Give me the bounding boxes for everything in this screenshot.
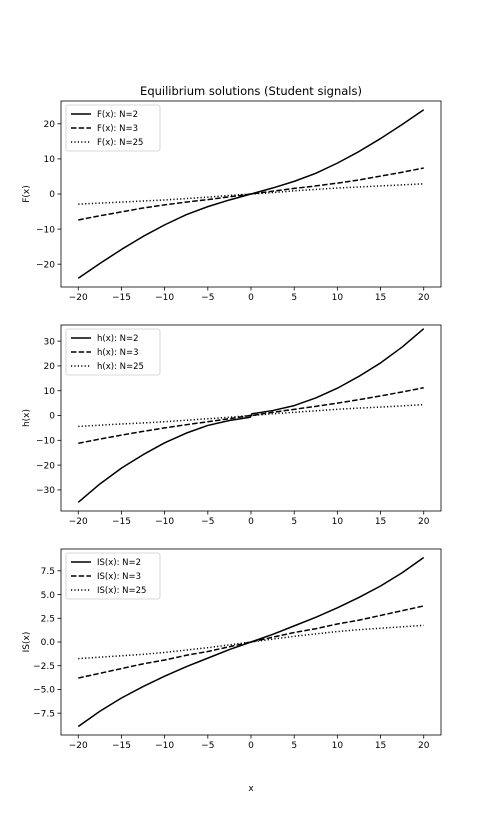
y-axis-label-1: F(x)	[22, 185, 32, 203]
x-tick-label-2-2: −15	[112, 517, 131, 527]
series-line-2-1	[77, 328, 425, 503]
x-tick-label-2-1: −20	[69, 517, 88, 527]
x-tick-label-1-4: −5	[201, 293, 214, 303]
x-tick-label-2-8: 15	[375, 517, 386, 527]
x-tick-label-1-8: 15	[375, 293, 386, 303]
legend-box-2	[65, 328, 161, 376]
y-tick-label-2-3: −10	[36, 437, 55, 447]
subplot-2: −20 −15 −10 −5 0 5 10 15 20 −30 −20 −10 0 10 20 30 h(x) h…	[22, 324, 442, 527]
x-tick-label-2-9: 20	[418, 517, 430, 527]
legend-label-3-1: IS(x): N=2	[97, 558, 141, 568]
x-tick-label-3-5: 0	[248, 741, 254, 751]
x-tick-label-2-5: 0	[248, 517, 254, 527]
legend-1: F(x): N=2 F(x): N=3 F(x): N=25	[65, 104, 161, 152]
x-tick-label-3-3: −10	[155, 741, 174, 751]
x-tick-label-1-5: 0	[248, 293, 254, 303]
y-axis-label-3: IS(x)	[22, 632, 32, 653]
series-line-2-2	[78, 387, 424, 445]
x-tick-label-1-6: 5	[291, 293, 297, 303]
legend-box-3	[65, 552, 161, 600]
legend-label-1-1: F(x): N=2	[97, 110, 138, 120]
series-line-1-2	[78, 167, 424, 221]
x-tick-label-3-2: −15	[112, 741, 131, 751]
y-tick-label-3-2: −5.0	[33, 686, 55, 696]
series-line-3-3	[78, 624, 424, 660]
x-tick-label-1-9: 20	[418, 293, 430, 303]
series-line-3-2	[78, 605, 424, 679]
y-tick-label-1-5: 20	[44, 120, 56, 130]
y-tick-label-3-5: 2.5	[41, 614, 55, 624]
y-tick-label-1-3: 0	[49, 190, 55, 200]
figure-title: Equilibrium solutions (Student signals)	[140, 84, 362, 98]
legend-label-1-2: F(x): N=3	[97, 124, 138, 134]
y-tick-label-2-2: −20	[36, 461, 55, 471]
y-tick-label-2-1: −30	[36, 486, 55, 496]
x-tick-label-2-6: 5	[291, 517, 297, 527]
x-tick-label-3-9: 20	[418, 741, 430, 751]
series-line-2-3	[78, 403, 424, 428]
subplot-1: −20 −15 −10 −5 0 5 10 15 20 −20 −10 0 10 20 F(x) F(x): …	[22, 100, 442, 303]
x-axis-label: x	[248, 784, 254, 794]
y-tick-label-1-2: −10	[36, 225, 55, 235]
y-tick-label-3-1: −7.5	[33, 709, 55, 719]
y-axis-label-2: h(x)	[22, 409, 32, 427]
legend-3: IS(x): N=2 IS(x): N=3 IS(x): N=25	[65, 552, 161, 600]
x-tick-label-3-7: 10	[332, 741, 344, 751]
x-tick-label-1-1: −20	[69, 293, 88, 303]
y-tick-label-3-3: −2.5	[33, 662, 55, 672]
legend-label-3-2: IS(x): N=3	[97, 572, 141, 582]
x-tick-label-3-6: 5	[291, 741, 297, 751]
x-tick-label-1-3: −10	[155, 293, 174, 303]
legend-label-3-3: IS(x): N=25	[97, 586, 146, 596]
subplots: −20 −15 −10 −5 0 5 10 15 20 −20 −10 0 10 20 F(x) F(x): …	[22, 100, 442, 751]
y-tick-label-2-4: 0	[49, 412, 55, 422]
y-tick-label-3-4: 0.0	[41, 638, 56, 648]
x-tick-label-2-4: −5	[201, 517, 214, 527]
legend-label-1-3: F(x): N=25	[97, 138, 143, 148]
y-tick-label-2-6: 20	[44, 362, 56, 372]
x-tick-label-3-1: −20	[69, 741, 88, 751]
legend-box-1	[65, 104, 161, 152]
x-tick-label-3-4: −5	[201, 741, 214, 751]
y-tick-label-2-7: 30	[44, 337, 56, 347]
y-tick-label-3-6: 5.0	[41, 591, 56, 601]
legend-label-2-1: h(x): N=2	[97, 334, 139, 344]
legend-label-2-2: h(x): N=3	[97, 348, 139, 358]
y-tick-label-2-5: 10	[44, 387, 56, 397]
x-tick-label-2-3: −10	[155, 517, 174, 527]
y-tick-label-3-7: 7.5	[41, 567, 55, 577]
legend-2: h(x): N=2 h(x): N=3 h(x): N=25	[65, 328, 161, 376]
x-tick-label-3-8: 15	[375, 741, 386, 751]
legend-label-2-3: h(x): N=25	[97, 362, 144, 372]
x-tick-label-2-7: 10	[332, 517, 344, 527]
y-tick-label-1-1: −20	[36, 260, 55, 270]
y-tick-label-1-4: 10	[44, 155, 56, 165]
x-tick-label-1-2: −15	[112, 293, 131, 303]
subplot-3: −20 −15 −10 −5 0 5 10 15 20 −7.5 −5.0 −2.5 0.0 2.5 5.0…	[22, 548, 442, 751]
x-tick-label-1-7: 10	[332, 293, 344, 303]
